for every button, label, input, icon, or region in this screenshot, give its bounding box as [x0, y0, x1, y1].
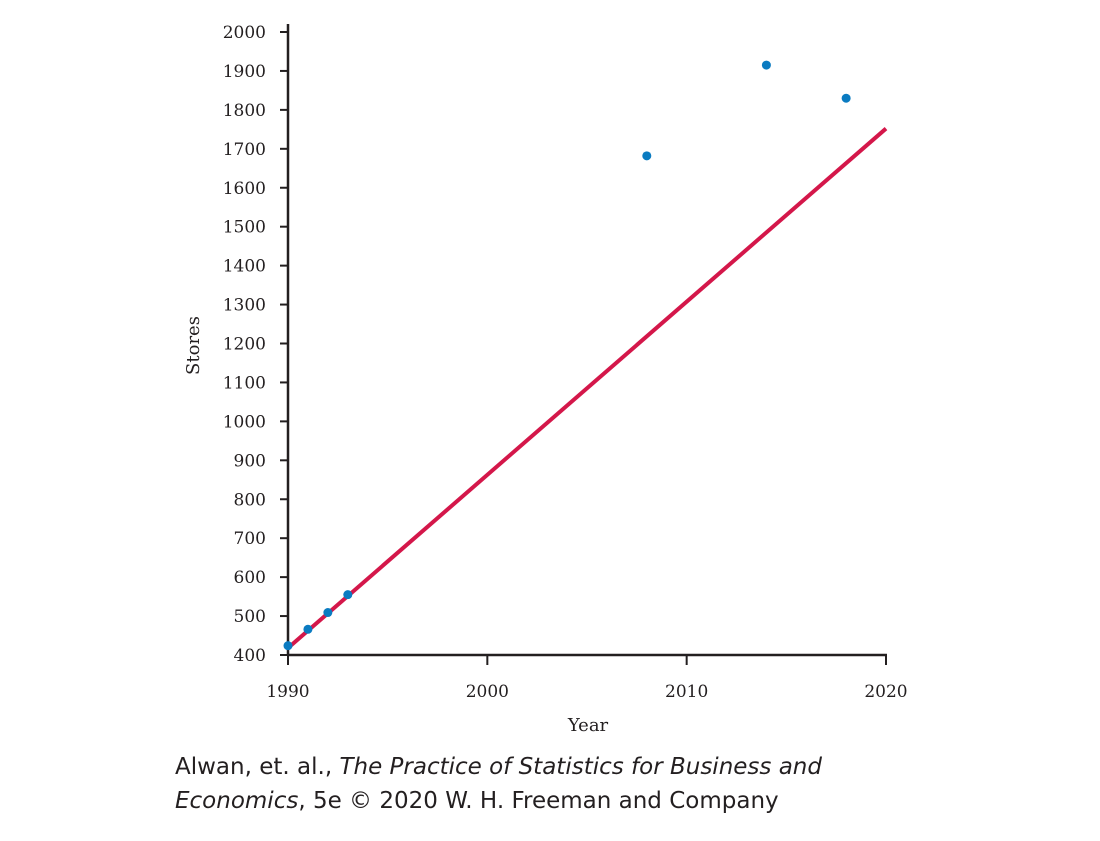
data-point [841, 93, 851, 103]
y-tick-label: 1400 [223, 257, 266, 277]
x-tick-label: 2000 [466, 682, 509, 702]
y-tick-label: 1600 [223, 179, 266, 199]
credit-book-title-2: Economics [175, 788, 299, 814]
x-tick-label: 2020 [864, 682, 907, 702]
y-tick-label: 900 [234, 451, 266, 471]
data-points [283, 60, 851, 651]
y-tick-label: 1500 [223, 218, 266, 238]
y-tick-label: 1200 [223, 335, 266, 355]
data-point [303, 624, 313, 634]
data-point [323, 608, 333, 618]
x-tick-label: 1990 [266, 682, 309, 702]
data-point [761, 60, 771, 70]
y-tick-label: 1900 [223, 62, 266, 82]
y-tick-label: 400 [234, 646, 266, 666]
data-point [283, 641, 293, 651]
credit-line-1: Alwan, et. al., The Practice of Statisti… [175, 750, 1075, 784]
y-axis-title: Stores [183, 316, 204, 375]
credit-book-title-1: The Practice of Statistics for Business … [339, 754, 822, 780]
credit-line-2: Economics, 5e © 2020 W. H. Freeman and C… [175, 784, 1075, 818]
y-tick-label: 2000 [223, 23, 266, 43]
x-tick-label: 2010 [665, 682, 708, 702]
data-point [642, 151, 652, 161]
y-tick-label: 700 [234, 529, 266, 549]
credit-authors: Alwan, et. al., [175, 754, 340, 780]
y-tick-label: 1300 [223, 296, 266, 316]
y-tick-label: 1000 [223, 412, 266, 432]
y-axis-ticks: 400 500 600 700 800 900 1000 1100 1200 1300 1400 15… [223, 23, 288, 666]
y-tick-label: 800 [234, 490, 266, 510]
y-tick-label: 1800 [223, 101, 266, 121]
trend-line [286, 127, 888, 650]
source-credit: Alwan, et. al., The Practice of Statisti… [175, 750, 1075, 818]
x-axis-title: Year [567, 715, 609, 736]
data-point [343, 590, 353, 600]
y-tick-label: 500 [234, 607, 266, 627]
credit-edition: , 5e © 2020 W. H. Freeman and Company [298, 788, 779, 814]
x-axis-ticks: 1990 2000 2010 2020 [266, 655, 908, 702]
y-tick-label: 1100 [223, 373, 266, 393]
y-tick-label: 1700 [223, 140, 266, 160]
y-tick-label: 600 [234, 568, 266, 588]
